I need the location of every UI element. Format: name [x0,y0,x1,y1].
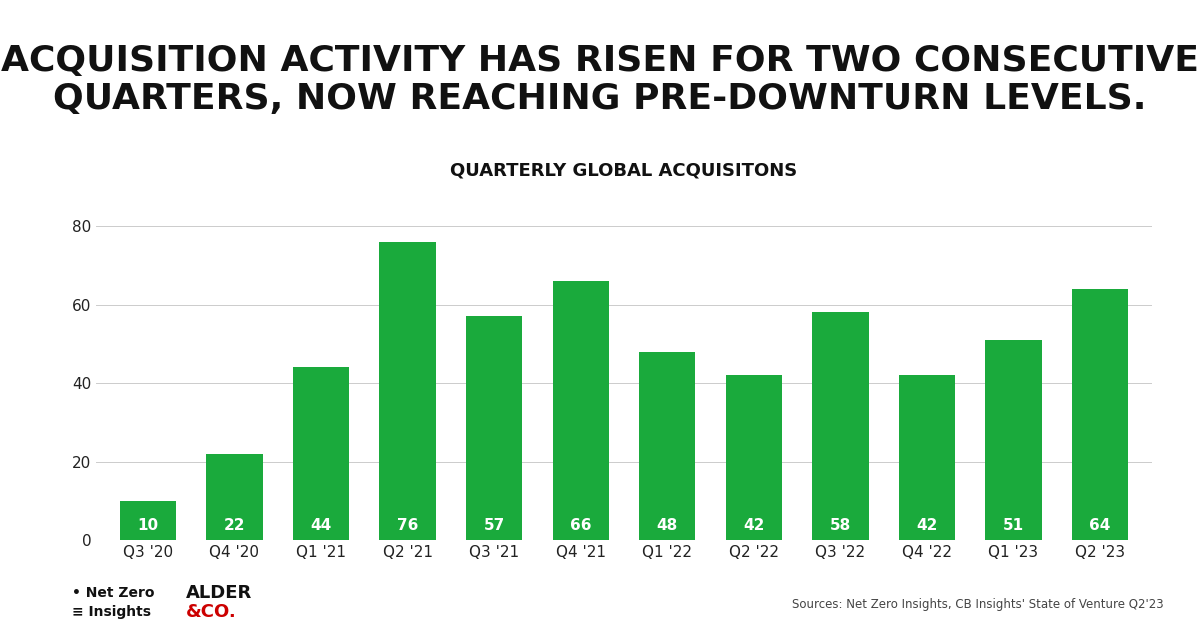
Text: 76: 76 [397,518,419,533]
Bar [640,352,696,540]
Bar [120,501,176,540]
Text: 51: 51 [1003,518,1024,533]
Bar [206,453,263,540]
Text: 58: 58 [829,518,851,533]
Text: ≡ Insights: ≡ Insights [72,605,151,619]
Title: QUARTERLY GLOBAL ACQUISITONS: QUARTERLY GLOBAL ACQUISITONS [450,161,798,179]
Bar [812,312,869,540]
Bar [552,281,608,540]
Bar [466,317,522,540]
Bar [379,242,436,540]
Text: 22: 22 [223,518,245,533]
Text: &CO.: &CO. [186,604,236,621]
Text: QUARTERS, NOW REACHING PRE-DOWNTURN LEVELS.: QUARTERS, NOW REACHING PRE-DOWNTURN LEVE… [53,82,1147,116]
Text: Sources: Net Zero Insights, CB Insights' State of Venture Q2'23: Sources: Net Zero Insights, CB Insights'… [792,598,1164,610]
Text: • Net Zero: • Net Zero [72,587,155,600]
Text: 48: 48 [656,518,678,533]
Text: 42: 42 [743,518,764,533]
Bar [293,367,349,540]
Text: 10: 10 [137,518,158,533]
Bar [726,375,782,540]
Text: 57: 57 [484,518,505,533]
Text: ACQUISITION ACTIVITY HAS RISEN FOR TWO CONSECUTIVE: ACQUISITION ACTIVITY HAS RISEN FOR TWO C… [1,44,1199,78]
Bar [985,340,1042,540]
Text: 42: 42 [917,518,937,533]
Bar [899,375,955,540]
Bar [1072,289,1128,540]
Text: 64: 64 [1090,518,1111,533]
Text: 44: 44 [311,518,331,533]
Text: 66: 66 [570,518,592,533]
Text: ALDER: ALDER [186,585,252,602]
